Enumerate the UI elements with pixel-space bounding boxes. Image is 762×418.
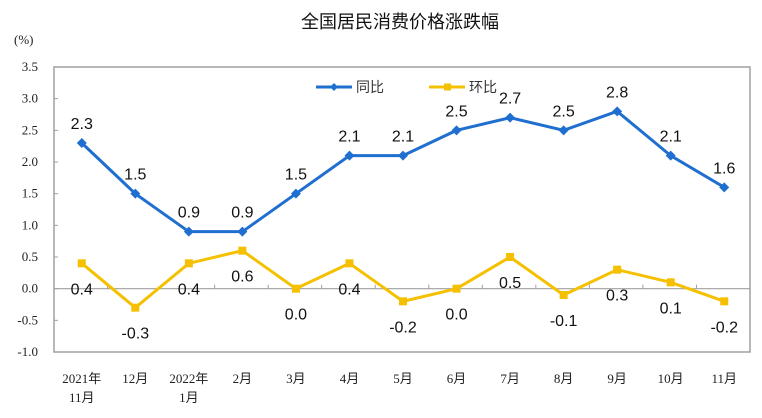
data-label: 2.7 xyxy=(499,91,521,108)
x-tick-label: 10月 xyxy=(658,371,684,386)
y-tick-label: -0.5 xyxy=(17,312,38,327)
data-label: 1.5 xyxy=(124,167,146,184)
data-point xyxy=(505,112,516,123)
data-label: 2.8 xyxy=(606,84,628,101)
x-tick-label: 5月 xyxy=(393,371,413,386)
data-label: -0.2 xyxy=(389,319,417,336)
data-point xyxy=(345,259,354,268)
data-point xyxy=(612,106,623,117)
data-point xyxy=(559,291,568,299)
data-point xyxy=(344,150,355,161)
data-point xyxy=(399,297,407,306)
data-point xyxy=(452,284,461,293)
y-tick-label: 0.5 xyxy=(22,249,38,264)
data-label: -0.2 xyxy=(710,319,738,336)
data-point xyxy=(184,259,193,268)
x-tick-label: 3月 xyxy=(286,371,306,386)
x-tick-label: 2022年 xyxy=(169,371,208,386)
x-tick-label: 9月 xyxy=(607,371,627,386)
data-point xyxy=(665,150,676,161)
x-tick-label: 8月 xyxy=(554,371,574,386)
data-label: 0.3 xyxy=(606,288,628,305)
data-point xyxy=(290,188,301,199)
data-label: -0.3 xyxy=(122,326,150,343)
chart-title: 全国居民消费价格涨跌幅 xyxy=(301,12,499,33)
x-tick-label: 2021年 xyxy=(62,371,101,386)
data-label: 2.1 xyxy=(338,129,360,146)
x-tick-label: 6月 xyxy=(447,371,467,386)
data-label: 2.3 xyxy=(71,116,93,133)
data-point xyxy=(291,284,300,293)
data-label: 1.5 xyxy=(285,167,307,184)
y-tick-label: 3.0 xyxy=(22,91,38,106)
data-label: 0.4 xyxy=(178,281,200,298)
data-label: -0.1 xyxy=(550,313,578,330)
y-tick-label: 1.5 xyxy=(22,186,38,201)
x-tick-label: 11月 xyxy=(69,390,95,405)
legend-label: 同比 xyxy=(356,80,384,96)
x-tick-label: 7月 xyxy=(500,371,520,386)
y-tick-label: 2.0 xyxy=(22,154,38,169)
data-label: 1.6 xyxy=(713,160,735,177)
y-tick-label: 1.0 xyxy=(22,217,38,232)
x-tick-label: 12月 xyxy=(122,371,148,386)
data-point xyxy=(76,138,87,148)
data-point xyxy=(130,188,141,199)
data-point xyxy=(666,278,675,287)
y-axis-unit: (%) xyxy=(14,32,34,47)
x-tick-label: 2月 xyxy=(233,371,253,386)
y-tick-label: 2.5 xyxy=(22,122,38,137)
data-label: 0.9 xyxy=(231,205,253,222)
data-label: 0.6 xyxy=(231,269,253,286)
data-point xyxy=(238,246,247,255)
data-label: 2.5 xyxy=(445,103,467,120)
data-point xyxy=(613,265,622,274)
x-tick-label: 1月 xyxy=(179,390,199,405)
legend-label: 环比 xyxy=(469,80,497,96)
data-point xyxy=(183,226,194,237)
plot-frame xyxy=(53,66,751,353)
data-point xyxy=(558,125,569,136)
x-tick-label: 11月 xyxy=(711,371,737,386)
data-label: 2.1 xyxy=(660,129,682,146)
data-label: 2.1 xyxy=(392,129,414,146)
data-point xyxy=(451,125,462,136)
data-label: 0.4 xyxy=(338,281,360,298)
legend-marker xyxy=(444,83,451,91)
y-tick-label: 3.5 xyxy=(22,59,38,74)
data-point xyxy=(131,303,140,312)
data-point xyxy=(720,297,729,306)
data-label: 0.4 xyxy=(71,281,93,298)
data-point xyxy=(77,259,86,268)
legend-marker xyxy=(330,83,338,91)
x-tick-label: 4月 xyxy=(340,371,360,386)
data-label: 2.5 xyxy=(552,103,574,120)
data-label: 0.1 xyxy=(660,300,682,317)
data-point xyxy=(237,226,248,237)
y-tick-label: 0.0 xyxy=(22,281,38,296)
data-label: 0.0 xyxy=(445,307,467,324)
data-point xyxy=(398,150,408,161)
data-label: 0.9 xyxy=(178,205,200,222)
data-point xyxy=(506,253,515,261)
y-tick-label: -1.0 xyxy=(17,344,38,359)
data-label: 0.5 xyxy=(499,275,521,292)
legend: 同比 环比 xyxy=(316,80,497,96)
data-label: 0.0 xyxy=(285,307,307,324)
data-point xyxy=(719,182,730,193)
